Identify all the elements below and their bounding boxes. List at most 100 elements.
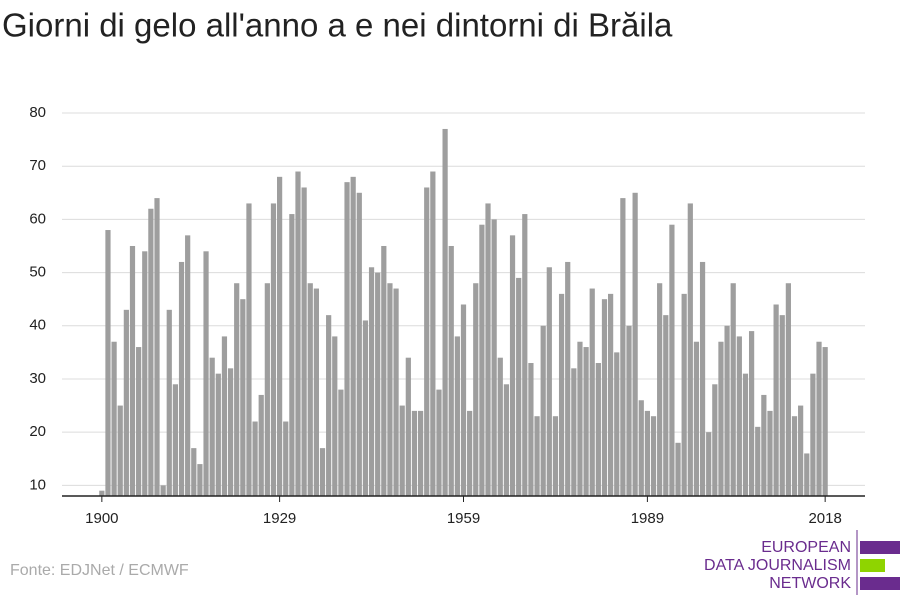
bar <box>791 416 798 496</box>
logo-bar <box>860 541 900 554</box>
bar <box>338 389 344 496</box>
bar <box>264 283 270 496</box>
bar <box>742 373 749 496</box>
bar <box>491 219 497 496</box>
bar <box>240 299 246 496</box>
bar <box>528 363 534 496</box>
y-tick-label: 80 <box>29 104 46 121</box>
logo-text: NETWORK <box>769 575 851 592</box>
bar <box>577 341 583 496</box>
bar <box>779 315 785 496</box>
bar <box>534 416 540 496</box>
y-tick-label: 10 <box>29 476 46 493</box>
bar <box>540 325 546 496</box>
bar <box>509 235 516 496</box>
bar <box>608 293 614 496</box>
bar <box>270 203 277 497</box>
bar <box>252 421 258 496</box>
bar <box>234 283 240 496</box>
bar <box>454 336 460 496</box>
bar <box>583 347 589 496</box>
bar <box>552 416 559 496</box>
bar <box>172 384 179 496</box>
bar <box>473 283 479 496</box>
bar <box>522 214 528 496</box>
bar <box>375 272 381 496</box>
bar <box>227 368 234 496</box>
bar <box>178 261 185 496</box>
bar <box>307 283 313 496</box>
y-tick-label: 50 <box>29 264 46 281</box>
x-tick-label: 1929 <box>263 510 296 527</box>
bar <box>804 453 810 496</box>
bar <box>571 368 577 496</box>
bar <box>699 261 706 496</box>
logo-text: DATA JOURNALISM <box>704 557 851 574</box>
bar <box>362 320 369 496</box>
bar <box>687 203 693 497</box>
bar <box>798 405 804 496</box>
bar <box>773 304 779 496</box>
bar <box>99 490 105 496</box>
bar <box>589 288 595 496</box>
bar <box>295 171 301 496</box>
bar <box>160 485 166 496</box>
bar <box>129 245 136 496</box>
bar <box>350 176 356 497</box>
bar <box>718 341 724 496</box>
bar <box>209 357 215 496</box>
y-tick-label: 40 <box>29 317 46 334</box>
source: Fonte: EDJNet / ECMWF <box>10 562 189 579</box>
bar <box>644 410 650 496</box>
bar <box>105 230 111 496</box>
x-tick-label: 1900 <box>85 510 118 527</box>
bar <box>546 267 552 496</box>
bar <box>460 304 467 496</box>
bar <box>405 357 411 496</box>
bar <box>558 293 565 496</box>
bar <box>442 128 448 497</box>
bar <box>614 352 620 496</box>
bar <box>332 336 338 496</box>
bar <box>368 267 375 496</box>
bar <box>166 309 172 496</box>
bar <box>822 347 828 496</box>
bar <box>755 426 761 496</box>
bar <box>681 293 687 496</box>
bar <box>638 400 644 496</box>
bar <box>246 203 252 497</box>
bar <box>148 208 154 496</box>
bar <box>620 198 626 496</box>
bar <box>154 198 160 496</box>
bar <box>761 394 767 496</box>
bar <box>381 245 387 496</box>
bar <box>730 283 736 496</box>
bar <box>117 405 123 496</box>
bar <box>601 299 608 496</box>
bar <box>767 410 773 496</box>
x-tick-label: 2018 <box>808 510 841 527</box>
bar <box>712 384 718 496</box>
bar <box>326 315 332 496</box>
bar <box>785 283 791 496</box>
bar <box>810 373 816 496</box>
bar <box>503 384 510 496</box>
bar <box>663 315 669 496</box>
bar <box>724 325 730 496</box>
y-tick-label: 70 <box>29 157 46 174</box>
bar <box>356 192 362 496</box>
bar <box>657 283 663 496</box>
bar <box>185 235 191 496</box>
bar <box>565 261 571 496</box>
bar <box>289 214 295 496</box>
bar <box>736 336 742 496</box>
bar <box>111 341 117 496</box>
bar <box>436 389 442 496</box>
y-tick-label: 60 <box>29 210 46 227</box>
bar <box>675 442 681 496</box>
bar <box>485 203 491 497</box>
bar <box>387 283 393 496</box>
bar <box>632 192 638 496</box>
bar <box>417 410 424 496</box>
